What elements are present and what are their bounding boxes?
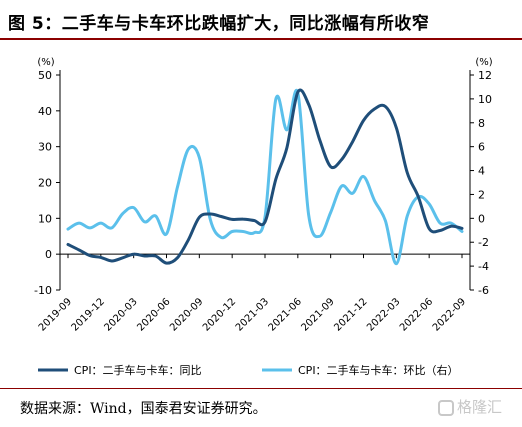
x-axis-tick-label: 2021-09 (299, 296, 336, 333)
x-axis-tick-label: 2021-03 (234, 296, 271, 333)
watermark-logo-icon (438, 399, 454, 416)
x-axis-tick-label: 2022-06 (398, 296, 435, 333)
right-axis-tick-label: 12 (478, 69, 492, 82)
x-axis-tick-label: 2022-09 (431, 296, 468, 333)
source-note: 数据来源：Wind，国泰君安证券研究。 (20, 401, 267, 417)
x-axis-tick-label: 2019-09 (37, 296, 74, 333)
x-axis-tick-label: 2021-12 (332, 296, 369, 333)
x-axis-tick-label: 2021-06 (267, 296, 304, 333)
watermark: 格隆汇 (438, 396, 502, 417)
right-axis-tick-label: 4 (478, 165, 485, 178)
right-axis-tick-label: 2 (478, 188, 485, 201)
right-axis-tick-label: -6 (478, 284, 489, 297)
series-line-mom (66, 88, 464, 266)
title-bar: 图 5：二手车与卡车环比跌幅扩大，同比涨幅有所收窄 (0, 0, 522, 40)
legend-label-yoy: CPI：二手车与卡车：同比 (74, 363, 202, 377)
legend-label-mom: CPI：二手车与卡车：环比（右） (298, 363, 459, 377)
left-axis-tick-label: 20 (38, 177, 52, 190)
right-axis-tick-label: 0 (478, 212, 485, 225)
source-rule (0, 388, 522, 389)
series-line-yoy (66, 88, 464, 265)
x-axis-tick-label: 2022-03 (365, 296, 402, 333)
x-axis-tick-label: 2020-06 (135, 296, 172, 333)
x-axis-tick-label: 2020-09 (168, 296, 205, 333)
right-axis-unit: (%) (475, 57, 492, 68)
left-axis-tick-label: 50 (38, 69, 52, 82)
right-axis-tick-label: 8 (478, 117, 485, 130)
x-axis-tick-label: 2020-03 (102, 296, 139, 333)
watermark-text: 格隆汇 (457, 398, 503, 416)
right-axis-tick-label: 10 (478, 93, 492, 106)
x-axis-tick-label: 2019-12 (70, 296, 107, 333)
right-axis-tick-label: -4 (478, 260, 489, 273)
right-axis-tick-label: -2 (478, 236, 489, 249)
line-chart: (%) (%) -10 0 10 20 30 40 50 -6 -4 -2 0 2 4 6 8 10 12 2019-… (34, 57, 493, 377)
left-axis-tick-label: 10 (38, 212, 52, 225)
left-axis-tick-label: -10 (34, 284, 52, 297)
right-axis-tick-label: 6 (478, 141, 485, 154)
x-axis-tick-label: 2020-12 (201, 296, 238, 333)
title-rule (0, 38, 522, 40)
left-axis-tick-label: 30 (38, 141, 52, 154)
left-axis-tick-label: 40 (38, 105, 52, 118)
left-axis-tick-label: 0 (45, 248, 52, 261)
figure-title: 图 5：二手车与卡车环比跌幅扩大，同比涨幅有所收窄 (8, 14, 430, 34)
left-axis-unit: (%) (37, 57, 54, 68)
